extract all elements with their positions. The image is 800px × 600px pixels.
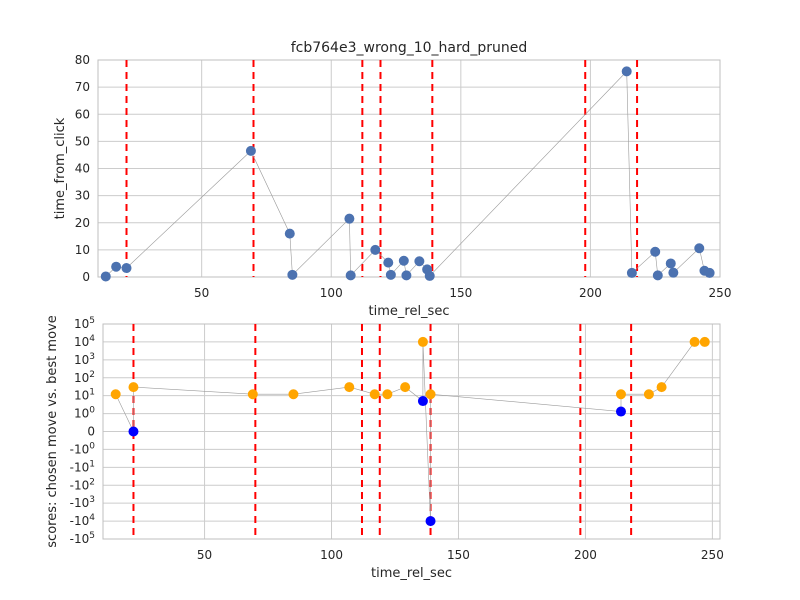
x-tick-label: 150 <box>447 548 470 562</box>
data-point-orange <box>128 382 139 393</box>
data-point-blue <box>425 516 436 527</box>
data-point-orange <box>344 382 355 393</box>
data-point <box>652 270 663 281</box>
data-point <box>284 228 295 239</box>
y-tick-label: 80 <box>75 53 90 67</box>
data-point-orange <box>643 389 654 400</box>
data-point <box>414 256 425 267</box>
data-point-orange <box>689 336 700 347</box>
y-axis-title: scores: chosen move vs. best move <box>45 315 60 547</box>
y-tick-label: 10 <box>75 243 90 257</box>
data-point <box>398 255 409 266</box>
series-line <box>105 70 710 277</box>
data-point-orange <box>615 389 626 400</box>
data-point <box>621 66 632 77</box>
data-point <box>704 267 715 278</box>
y-tick-label: -105 <box>70 531 95 546</box>
x-tick-label: 250 <box>709 286 732 300</box>
y-tick-label: 60 <box>75 107 90 121</box>
data-point-orange <box>425 389 436 400</box>
y-tick-label: 30 <box>75 189 90 203</box>
y-tick-label: -101 <box>70 459 95 474</box>
data-point <box>121 263 132 274</box>
y-tick-label: 100 <box>74 406 95 421</box>
plot-frame <box>102 323 721 540</box>
x-tick-label: 50 <box>197 548 212 562</box>
data-point <box>665 258 676 269</box>
y-tick-label: 40 <box>75 162 90 176</box>
data-point <box>385 269 396 280</box>
y-tick-label: 0 <box>87 425 95 439</box>
data-point-orange <box>369 389 380 400</box>
x-axis-title: time_rel_sec <box>369 304 450 319</box>
data-point-orange <box>400 382 411 393</box>
x-tick-label: 200 <box>579 286 602 300</box>
x-tick-label: 100 <box>320 548 343 562</box>
data-point <box>650 246 661 257</box>
data-point <box>694 243 705 254</box>
chart-title: fcb764e3_wrong_10_hard_pruned <box>291 40 528 56</box>
data-point <box>287 269 298 280</box>
data-point <box>424 270 435 281</box>
data-point <box>383 257 394 268</box>
y-tick-label: 101 <box>74 388 95 403</box>
data-point-orange <box>247 389 258 400</box>
y-tick-label: 50 <box>75 134 90 148</box>
y-tick-label: -104 <box>70 513 96 528</box>
x-tick-label: 200 <box>574 548 597 562</box>
data-point <box>111 261 122 272</box>
bottom-plot: 50 100 150 200 250 -105 -104 -103 -102 -101 -100 0 1… <box>45 315 724 581</box>
data-point <box>245 145 256 156</box>
data-point <box>100 271 111 282</box>
data-point-orange <box>656 382 667 393</box>
data-point-blue <box>615 406 626 417</box>
top-plot: 50 100 150 200 250 0 10 20 30 40 50 60 70 80 time_rel_… <box>53 53 731 319</box>
y-tick-label: 0 <box>82 270 90 284</box>
y-tick-label: -102 <box>70 477 95 492</box>
data-point <box>668 267 679 278</box>
y-tick-label: -103 <box>70 495 95 510</box>
y-tick-label: 103 <box>74 352 95 367</box>
y-tick-label: 20 <box>75 216 90 230</box>
data-point-orange <box>417 336 428 347</box>
data-point-orange <box>288 389 299 400</box>
y-tick-label: 70 <box>75 80 90 94</box>
x-tick-label: 150 <box>449 286 472 300</box>
data-point-orange <box>382 389 393 400</box>
y-tick-label: 102 <box>74 370 95 385</box>
data-point <box>344 213 355 224</box>
data-point <box>626 267 637 278</box>
data-point <box>370 244 381 255</box>
data-point-blue <box>128 426 139 437</box>
x-tick-label: 100 <box>320 286 343 300</box>
y-tick-label: 105 <box>74 316 95 331</box>
data-point-orange <box>110 389 121 400</box>
data-point-orange <box>699 336 710 347</box>
data-point-blue <box>417 396 428 407</box>
y-axis-title: time_from_click <box>53 117 68 219</box>
x-tick-label: 50 <box>194 286 209 300</box>
y-tick-label: -100 <box>70 441 96 456</box>
data-point <box>401 270 412 281</box>
x-tick-label: 250 <box>701 548 724 562</box>
data-point <box>345 270 356 281</box>
y-tick-label: 104 <box>74 334 95 349</box>
x-axis-title: time_rel_sec <box>371 566 452 581</box>
